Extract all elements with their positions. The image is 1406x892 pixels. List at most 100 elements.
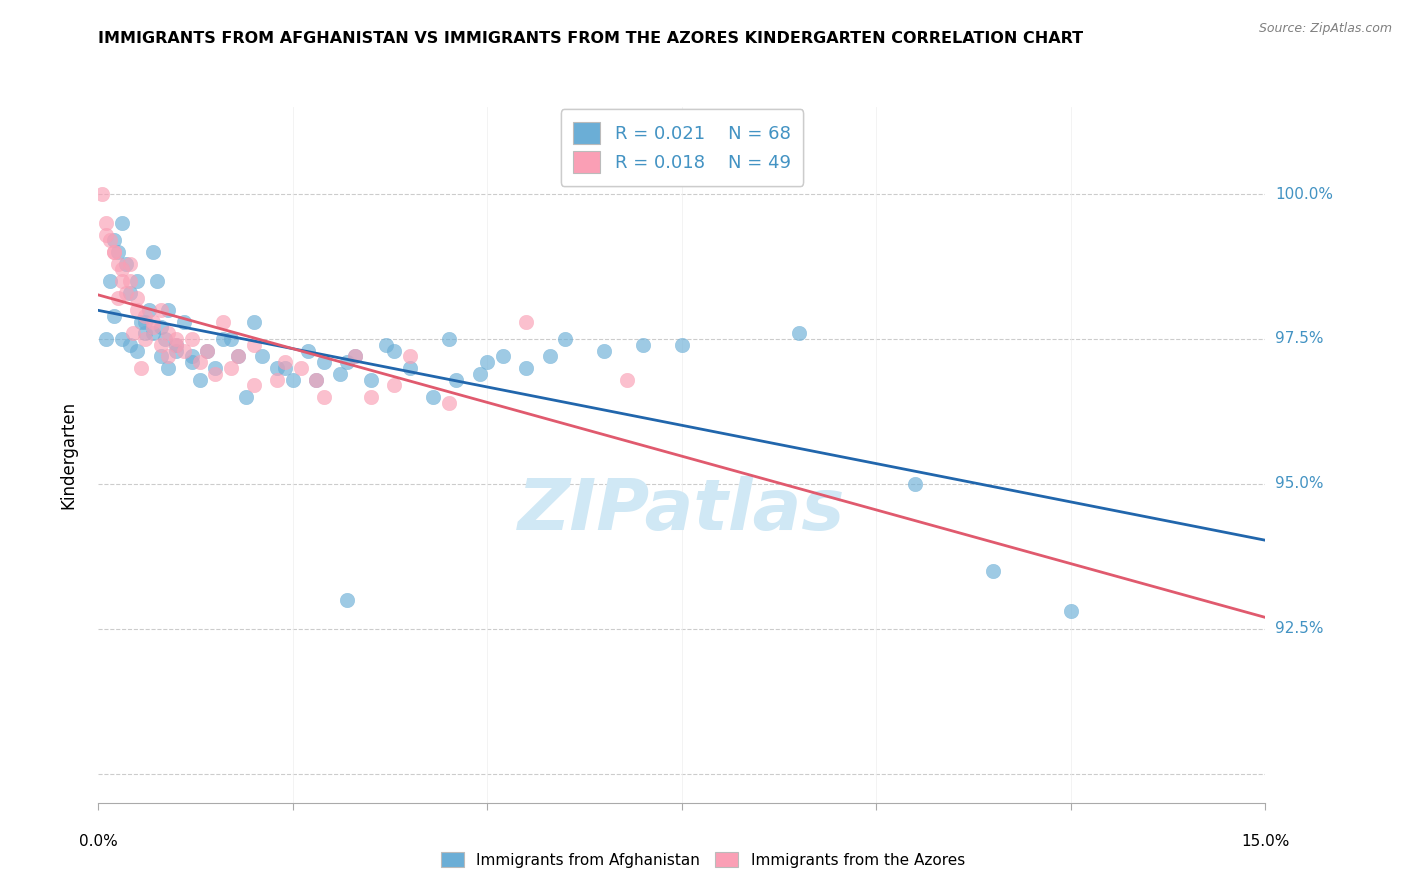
Point <box>142 245 165 260</box>
Point <box>243 337 266 351</box>
Point <box>631 337 654 351</box>
Point <box>904 477 927 491</box>
Point <box>134 332 156 346</box>
Point <box>134 315 156 329</box>
Point <box>305 373 328 387</box>
Point <box>165 337 187 351</box>
Point <box>305 373 328 387</box>
Point <box>593 343 616 358</box>
Point <box>111 216 134 230</box>
Point <box>118 257 141 271</box>
Text: Source: ZipAtlas.com: Source: ZipAtlas.com <box>1258 22 1392 36</box>
Point <box>492 350 515 364</box>
Point <box>157 326 180 341</box>
Point <box>96 216 118 230</box>
Point <box>157 303 180 318</box>
Point <box>250 350 273 364</box>
Point <box>188 355 211 369</box>
Point <box>96 332 118 346</box>
Point <box>173 315 195 329</box>
Point <box>134 326 156 341</box>
Point <box>228 350 250 364</box>
Point <box>118 274 141 288</box>
Point <box>375 337 398 351</box>
Text: 97.5%: 97.5% <box>1275 332 1323 346</box>
Point <box>122 326 145 341</box>
Point <box>382 378 405 392</box>
Point <box>336 355 359 369</box>
Point <box>157 350 180 364</box>
Point <box>266 361 288 376</box>
Point <box>134 309 156 323</box>
Text: 92.5%: 92.5% <box>1275 622 1323 636</box>
Point <box>235 390 257 404</box>
Text: 100.0%: 100.0% <box>1275 186 1333 202</box>
Text: IMMIGRANTS FROM AFGHANISTAN VS IMMIGRANTS FROM THE AZORES KINDERGARTEN CORRELATI: IMMIGRANTS FROM AFGHANISTAN VS IMMIGRANT… <box>98 31 1084 46</box>
Point <box>219 332 242 346</box>
Point <box>212 332 235 346</box>
Point <box>180 350 202 364</box>
Point <box>180 355 202 369</box>
Point <box>787 326 810 341</box>
Point <box>103 245 125 260</box>
Text: 95.0%: 95.0% <box>1275 476 1323 491</box>
Point <box>146 274 169 288</box>
Point <box>142 326 165 341</box>
Point <box>149 320 172 334</box>
Point <box>515 361 537 376</box>
Point <box>398 350 420 364</box>
Point <box>138 303 160 318</box>
Point <box>468 367 491 381</box>
Point <box>103 234 125 248</box>
Point <box>149 303 172 318</box>
Point <box>204 367 226 381</box>
Point <box>180 332 202 346</box>
Point <box>96 227 118 242</box>
Point <box>118 337 141 351</box>
Point <box>173 343 195 358</box>
Point <box>312 390 335 404</box>
Y-axis label: Kindergarten: Kindergarten <box>59 401 77 509</box>
Point <box>1060 605 1083 619</box>
Point <box>360 390 382 404</box>
Point <box>554 332 576 346</box>
Point <box>103 245 125 260</box>
Text: ZIPatlas: ZIPatlas <box>519 476 845 545</box>
Point <box>165 332 187 346</box>
Point <box>127 292 149 306</box>
Point <box>149 337 172 351</box>
Point <box>360 373 382 387</box>
Point <box>228 350 250 364</box>
Point <box>98 274 121 288</box>
Point <box>290 361 312 376</box>
Point <box>114 257 136 271</box>
Point <box>91 187 114 202</box>
Point <box>212 315 235 329</box>
Point <box>336 593 359 607</box>
Point <box>129 361 152 376</box>
Point <box>127 274 149 288</box>
Point <box>107 292 129 306</box>
Point <box>165 337 187 351</box>
Point <box>149 350 172 364</box>
Point <box>142 315 165 329</box>
Point <box>329 367 352 381</box>
Point <box>114 285 136 300</box>
Point <box>538 350 561 364</box>
Point <box>274 355 297 369</box>
Point <box>477 355 499 369</box>
Point <box>344 350 367 364</box>
Point <box>107 257 129 271</box>
Point <box>243 315 266 329</box>
Point <box>111 274 134 288</box>
Point <box>344 350 367 364</box>
Point <box>398 361 420 376</box>
Point <box>382 343 405 358</box>
Point <box>118 285 141 300</box>
Point <box>243 378 266 392</box>
Point <box>616 373 638 387</box>
Point <box>195 343 218 358</box>
Point <box>98 234 121 248</box>
Point <box>671 337 693 351</box>
Point <box>111 332 134 346</box>
